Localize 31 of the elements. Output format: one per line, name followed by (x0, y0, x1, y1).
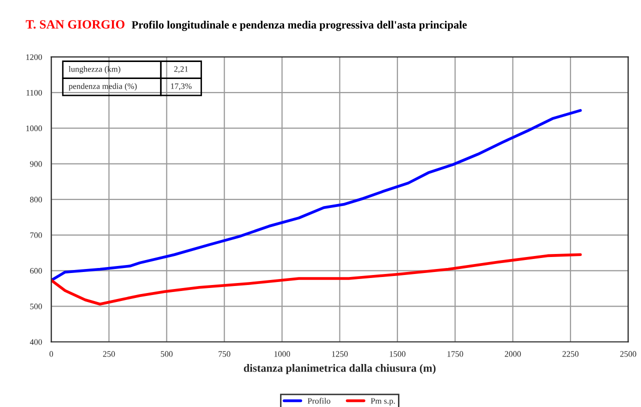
legend-label: Pm s.p. (370, 398, 395, 406)
y-tick-label: 700 (30, 232, 42, 238)
x-axis-title: distanza planimetrica dalla chiusura (m) (244, 364, 436, 374)
y-tick-label: 1100 (26, 90, 42, 96)
x-tick-label: 0 (50, 351, 54, 357)
y-tick-label: 500 (30, 304, 42, 310)
x-tick-label: 750 (218, 351, 230, 357)
x-tick-label: 1250 (332, 351, 348, 357)
y-tick-label: 1200 (26, 54, 42, 60)
annotation: lunghezza (km) (68, 66, 120, 74)
line-series (51, 253, 582, 306)
y-tick-label: 800 (30, 196, 42, 202)
x-tick-label: 2000 (504, 351, 521, 357)
x-tick-label: 2250 (562, 351, 579, 357)
annotation: 17,3% (171, 83, 192, 90)
y-tick-label: 400 (30, 339, 42, 345)
y-tick-label: 600 (30, 268, 42, 274)
x-tick-label: 1750 (448, 351, 464, 357)
x-tick-label: 2500 (620, 351, 636, 357)
annotation: 2,21 (174, 66, 188, 74)
x-tick-label: 250 (103, 351, 115, 357)
chart-subtitle: Profilo longitudinale e pendenza media progressiva dell'asta principale (132, 20, 467, 31)
y-tick-label: 900 (30, 161, 42, 167)
line-series (51, 109, 582, 282)
annotation: pendenza media (%) (68, 83, 137, 91)
x-tick-label: 1500 (390, 351, 406, 357)
x-tick-label: 500 (160, 351, 173, 357)
y-tick-label: 1000 (26, 126, 42, 132)
x-tick-label: 1000 (274, 351, 290, 357)
legend-label: Profilo (308, 398, 330, 404)
chart-title: T. SAN GIORGIO (26, 20, 124, 29)
